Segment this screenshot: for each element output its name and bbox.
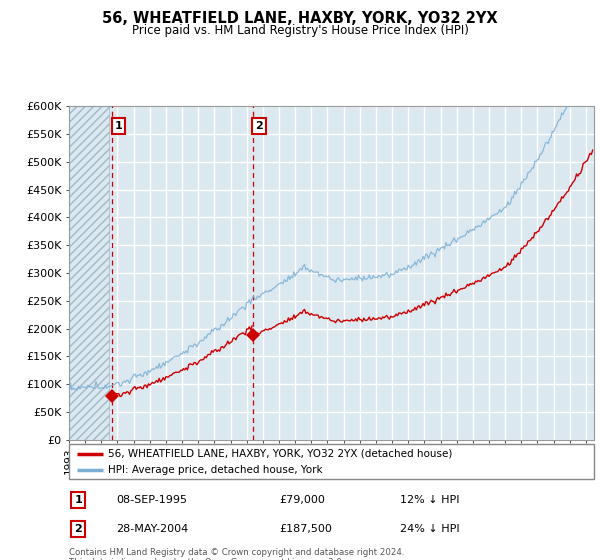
Text: £79,000: £79,000	[279, 494, 325, 505]
Text: 56, WHEATFIELD LANE, HAXBY, YORK, YO32 2YX: 56, WHEATFIELD LANE, HAXBY, YORK, YO32 2…	[102, 11, 498, 26]
Text: Contains HM Land Registry data © Crown copyright and database right 2024.
This d: Contains HM Land Registry data © Crown c…	[69, 548, 404, 560]
Bar	[69, 106, 109, 440]
Text: 28-MAY-2004: 28-MAY-2004	[116, 524, 188, 534]
Text: HPI: Average price, detached house, York: HPI: Average price, detached house, York	[109, 465, 323, 475]
Text: 24% ↓ HPI: 24% ↓ HPI	[400, 524, 460, 534]
Text: 1: 1	[74, 494, 82, 505]
Text: 2: 2	[255, 121, 263, 131]
FancyBboxPatch shape	[69, 444, 594, 479]
Text: 56, WHEATFIELD LANE, HAXBY, YORK, YO32 2YX (detached house): 56, WHEATFIELD LANE, HAXBY, YORK, YO32 2…	[109, 449, 453, 459]
Text: Price paid vs. HM Land Registry's House Price Index (HPI): Price paid vs. HM Land Registry's House …	[131, 24, 469, 36]
Text: 1: 1	[115, 121, 122, 131]
Text: £187,500: £187,500	[279, 524, 332, 534]
Text: 2: 2	[74, 524, 82, 534]
Text: 08-SEP-1995: 08-SEP-1995	[116, 494, 187, 505]
Text: 12% ↓ HPI: 12% ↓ HPI	[400, 494, 459, 505]
